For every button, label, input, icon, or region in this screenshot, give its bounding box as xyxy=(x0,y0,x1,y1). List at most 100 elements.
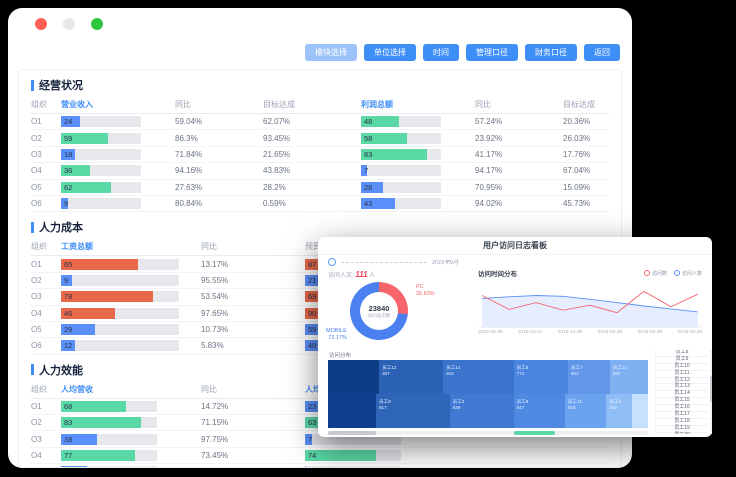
toolbar-button[interactable]: 模块选择 xyxy=(305,44,357,61)
list-item[interactable]: 员工20 xyxy=(656,432,708,434)
treemap-cell[interactable]: 员工3 839 xyxy=(449,394,514,428)
visits-summary: 访问人次: 111 人 23840 访问总次数 PC 26.83% MOBILE… xyxy=(326,270,473,348)
x-tick-label: 2019-02-28 xyxy=(597,330,623,335)
column-header: 目标达成 xyxy=(263,100,295,109)
bar: 59 xyxy=(61,132,109,144)
visit-treemap: 员工12 937 员工14 912 员工6 771 员工7 604 员工13 587 员工… xyxy=(328,360,648,428)
overlay-title: 用户访问日志看板 xyxy=(318,237,712,255)
value-cell: 94.02% xyxy=(475,199,503,209)
treemap-cell[interactable]: 员工14 912 xyxy=(443,360,514,394)
visits-value: 111 xyxy=(355,270,368,279)
employee-list: 员工8 员工9 员工10 员工11 员工12 员工13 员工14 员工15 员工16 员工17 员工… xyxy=(655,350,708,434)
value-cell: 20.36% xyxy=(563,117,591,127)
toolbar-button[interactable]: 返回 xyxy=(584,44,620,61)
table-row: O5 62 27.63% 28.2% 28 70.95% 15.09% xyxy=(31,180,609,196)
column-header[interactable]: 人均营收 xyxy=(61,384,93,394)
bar: 77 xyxy=(61,450,135,462)
toolbar-button[interactable]: 单位选择 xyxy=(364,44,416,61)
list-item[interactable]: 员工18 xyxy=(656,418,708,426)
donut-center: 23840 访问总次数 xyxy=(360,292,398,330)
legend-item[interactable]: 访问人数 xyxy=(673,270,702,277)
bar-cell: 68 xyxy=(61,400,157,412)
org-cell: O3 xyxy=(31,149,42,159)
toolbar-button[interactable]: 时间 xyxy=(423,44,459,61)
org-cell: O5 xyxy=(31,325,42,335)
table-row: O3 18 71.84% 21.65% 83 41.17% 17.76% xyxy=(31,147,609,164)
list-item[interactable]: 员工15 xyxy=(656,397,708,406)
value-cell: 10.73% xyxy=(201,325,229,335)
slider-track[interactable] xyxy=(341,261,427,263)
treemap-cell[interactable]: 员工8 917 xyxy=(376,394,450,428)
value-cell: 43.83% xyxy=(263,166,291,176)
value-cell: 28.2% xyxy=(263,182,286,192)
device-donut-chart[interactable]: 23840 访问总次数 xyxy=(350,282,408,340)
bar: 58 xyxy=(361,132,408,144)
bar: 65 xyxy=(61,258,138,270)
list-item[interactable]: 员工11 xyxy=(656,370,708,378)
org-cell: O1 xyxy=(31,259,42,269)
bar-cell: 74 xyxy=(305,450,401,462)
x-tick-label: 2019-04-29 xyxy=(637,330,663,335)
value-cell: 15.09% xyxy=(563,182,591,192)
treemap-cell[interactable] xyxy=(328,394,376,428)
list-item[interactable]: 员工16 xyxy=(656,404,708,413)
treemap-cell[interactable]: 员工9 647 xyxy=(513,394,565,428)
scrollbar-thumb-gray[interactable] xyxy=(328,431,376,435)
treemap-cell[interactable]: 员工6 771 xyxy=(513,360,568,394)
treemap-cell[interactable] xyxy=(631,394,648,428)
horizontal-scrollbar[interactable] xyxy=(328,431,648,435)
toolbar-button[interactable]: 管理口径 xyxy=(466,44,518,61)
pc-segment-label: PC 26.83% xyxy=(416,284,435,298)
toolbar-button[interactable]: 财务口径 xyxy=(525,44,577,61)
column-header: 组织 xyxy=(31,242,47,252)
treemap-cell-label: 员工3 839 xyxy=(452,399,465,410)
x-tick-label: 2018-09-30 xyxy=(478,330,503,335)
visits-count: 访问人次: 111 人 xyxy=(328,270,473,279)
column-header[interactable]: 利润总额 xyxy=(361,100,393,109)
minimize-button[interactable] xyxy=(63,18,75,30)
list-item[interactable]: 员工8 xyxy=(656,350,708,357)
list-item[interactable]: 员工9 xyxy=(656,356,708,364)
window-titlebar xyxy=(8,8,632,40)
legend-item[interactable]: 访问数 xyxy=(643,270,667,277)
distribution-section: 访问分布 员工12 937 员工14 912 员工6 771 员工7 604 员工13 … xyxy=(318,349,712,437)
list-scrollbar[interactable] xyxy=(709,350,712,434)
list-item[interactable]: 员工19 xyxy=(656,425,708,433)
visits-unit: 人 xyxy=(369,273,376,279)
value-cell: 5.83% xyxy=(201,341,224,351)
list-scrollbar-thumb[interactable] xyxy=(709,376,712,402)
bar-cell: 65 xyxy=(61,258,179,270)
bar: 46 xyxy=(61,307,116,319)
treemap-cell[interactable]: 员工12 937 xyxy=(379,360,444,394)
close-button[interactable] xyxy=(35,18,47,30)
slider-handle-icon[interactable] xyxy=(328,258,336,266)
table-row: O1 24 59.04% 62.07% 48 57.24% 20.36% xyxy=(31,114,609,131)
list-item[interactable]: 员工12 xyxy=(656,377,708,385)
list-item[interactable]: 员工14 xyxy=(656,390,708,399)
toolbar: 模块选择 单位选择 时间 管理口径 财务口径 返回 xyxy=(8,40,632,69)
line-chart-plot[interactable] xyxy=(478,281,702,329)
org-cell: O5 xyxy=(31,467,61,468)
list-item[interactable]: 员工13 xyxy=(656,384,708,392)
zoom-button[interactable] xyxy=(91,18,103,30)
column-header: 同比 xyxy=(175,100,191,109)
list-item[interactable]: 员工17 xyxy=(656,411,708,419)
bar: 9 xyxy=(61,274,72,286)
treemap-cell[interactable]: 员工13 587 xyxy=(609,360,648,394)
value-cell: 45.73% xyxy=(563,199,591,209)
column-header[interactable]: 营业收入 xyxy=(61,100,93,109)
time-slider[interactable]: 2019年9月 xyxy=(328,258,458,266)
list-item[interactable]: 员工10 xyxy=(656,363,708,371)
treemap-cell[interactable]: 员工11 518 xyxy=(564,394,607,428)
value-cell: 70.95% xyxy=(475,182,503,192)
treemap-cell-label: 员工11 518 xyxy=(567,399,582,410)
bar: 27 xyxy=(61,466,87,467)
value-cell: 73.45% xyxy=(201,451,229,461)
treemap-cell[interactable] xyxy=(328,360,380,394)
column-header[interactable]: 工资总额 xyxy=(61,242,93,252)
section-accent-bar xyxy=(31,221,34,233)
scrollbar-thumb-green[interactable] xyxy=(513,431,556,435)
treemap-cell[interactable]: 员工4 292 xyxy=(606,394,632,428)
treemap-cell[interactable]: 员工7 604 xyxy=(567,360,610,394)
bar: 43 xyxy=(361,198,396,210)
